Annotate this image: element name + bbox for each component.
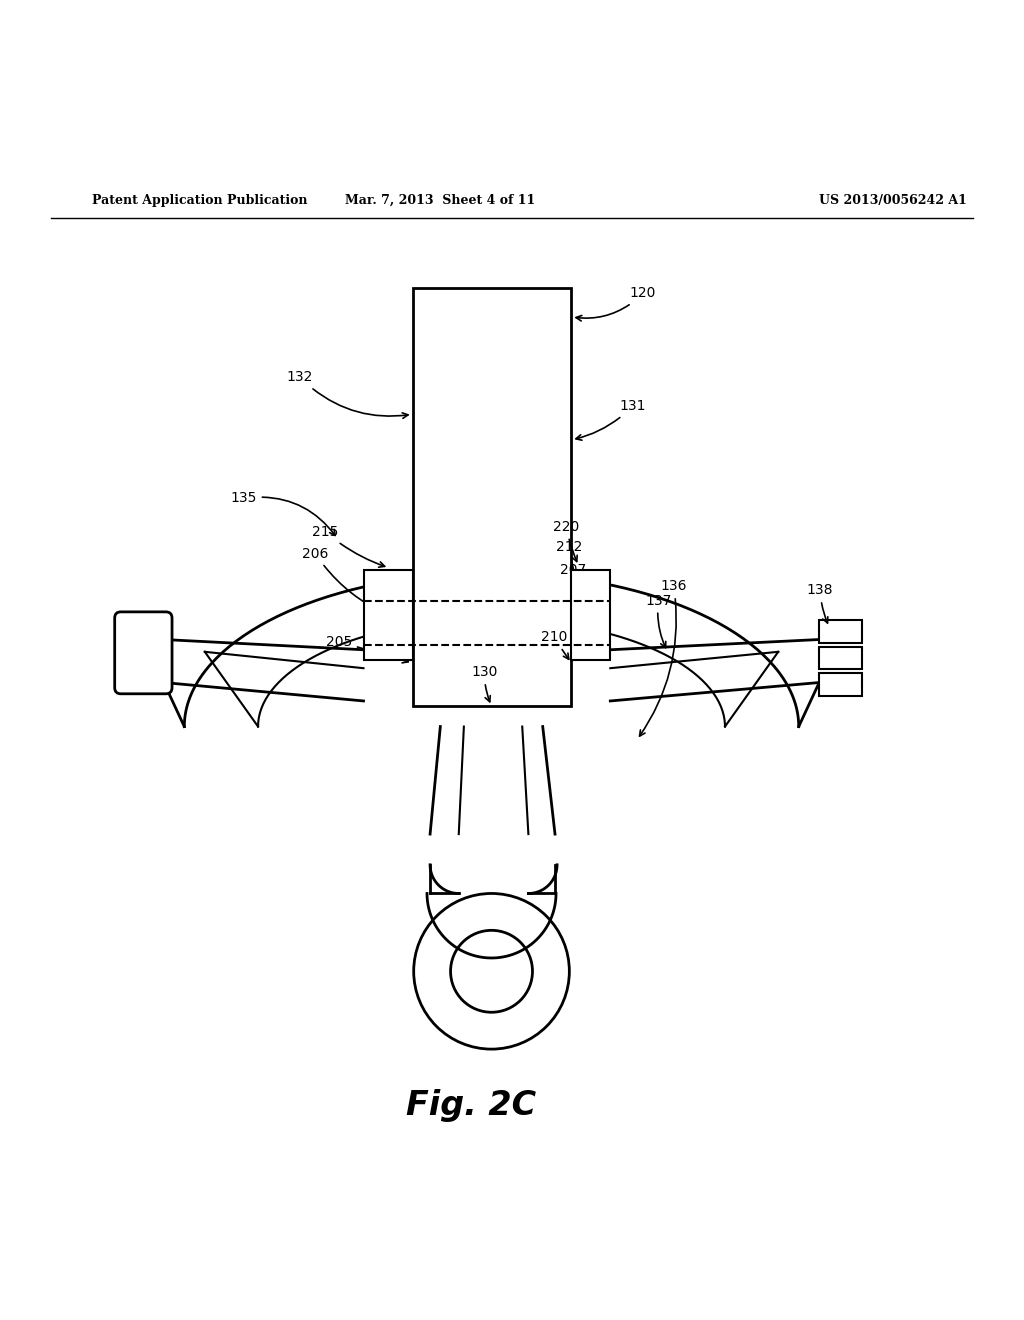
Bar: [571, 570, 610, 660]
Text: Fig. 2C: Fig. 2C: [406, 1089, 537, 1122]
Text: 135: 135: [230, 491, 335, 536]
Bar: [413, 288, 571, 706]
Bar: [819, 673, 862, 696]
Text: Patent Application Publication: Patent Application Publication: [92, 194, 307, 207]
Text: 131: 131: [575, 399, 646, 440]
Text: 138: 138: [807, 583, 834, 623]
Text: 137: 137: [645, 594, 672, 648]
Text: Mar. 7, 2013  Sheet 4 of 11: Mar. 7, 2013 Sheet 4 of 11: [345, 194, 536, 207]
Bar: [364, 570, 413, 660]
Text: 136: 136: [640, 579, 687, 737]
Bar: [819, 620, 862, 643]
Text: 220: 220: [553, 520, 580, 561]
Text: 210: 210: [541, 631, 568, 659]
Text: 212: 212: [556, 540, 583, 593]
Text: 215: 215: [312, 525, 385, 568]
Bar: [819, 647, 862, 669]
Text: US 2013/0056242 A1: US 2013/0056242 A1: [819, 194, 967, 207]
Text: 205: 205: [326, 635, 409, 663]
Text: 207: 207: [560, 562, 587, 615]
Text: 206: 206: [302, 546, 385, 614]
Text: 120: 120: [575, 286, 656, 321]
Text: 132: 132: [287, 371, 409, 418]
Text: 130: 130: [471, 665, 498, 702]
FancyBboxPatch shape: [115, 612, 172, 694]
